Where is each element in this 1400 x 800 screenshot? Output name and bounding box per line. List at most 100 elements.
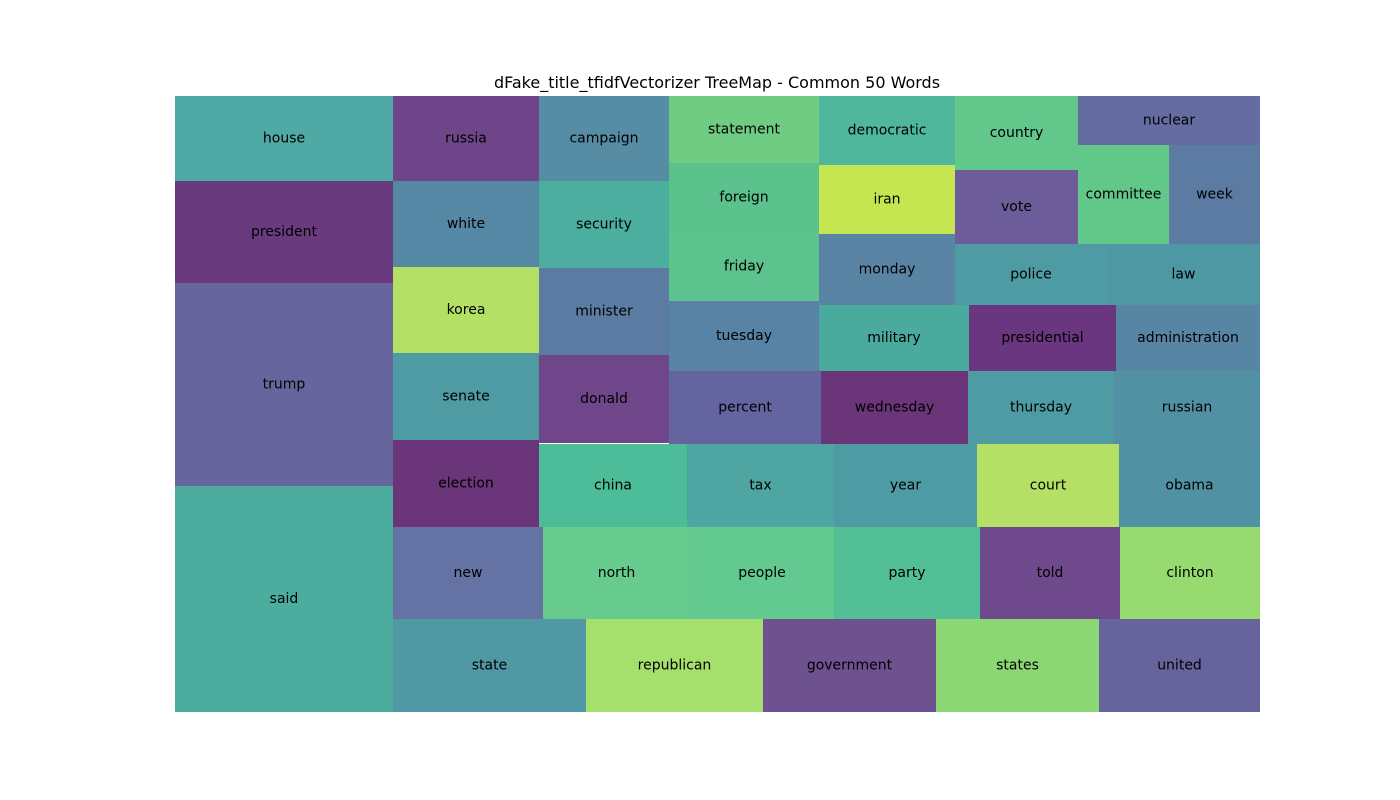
treemap-label-tax: tax	[749, 478, 771, 494]
treemap-label-tuesday: tuesday	[716, 328, 772, 344]
treemap-cell-democratic	[819, 96, 955, 165]
treemap-cell-state	[393, 619, 586, 712]
treemap-cell-thursday	[968, 371, 1114, 444]
treemap-label-trump: trump	[263, 377, 306, 393]
treemap-cell-foreign	[669, 163, 819, 232]
treemap-label-new: new	[454, 565, 483, 581]
treemap-label-donald: donald	[580, 391, 628, 407]
treemap-label-security: security	[576, 217, 632, 233]
treemap-label-senate: senate	[442, 389, 489, 405]
treemap-label-percent: percent	[718, 400, 772, 416]
treemap-cell-people	[690, 527, 834, 619]
treemap-label-foreign: foreign	[719, 190, 768, 206]
treemap-label-administration: administration	[1137, 330, 1239, 346]
treemap-label-obama: obama	[1165, 478, 1213, 494]
treemap-cell-russia	[393, 96, 539, 181]
treemap-label-year: year	[890, 478, 921, 494]
treemap-cells: house president trump said russia white korea s…	[175, 96, 1260, 712]
treemap-cell-security	[539, 181, 669, 268]
treemap-cell-obama	[1119, 444, 1260, 527]
treemap-label-campaign: campaign	[569, 131, 638, 147]
treemap-cell-north	[543, 527, 690, 619]
treemap-cell-iran	[819, 165, 955, 234]
treemap-label-russian: russian	[1162, 400, 1213, 416]
treemap-label-white: white	[447, 216, 485, 232]
treemap-label-committee: committee	[1086, 187, 1162, 203]
treemap-cell-senate	[393, 353, 539, 440]
treemap-cell-tax	[687, 444, 834, 527]
treemap-label-told: told	[1037, 565, 1064, 581]
treemap-cell-year	[834, 444, 977, 527]
treemap-cell-presidential	[969, 305, 1116, 371]
treemap-cell-police	[955, 244, 1107, 305]
treemap-cell-military	[819, 305, 969, 371]
treemap-label-monday: monday	[859, 262, 916, 278]
treemap-cell-white	[393, 181, 539, 267]
treemap-cell-election	[393, 440, 539, 527]
treemap-cell-percent	[669, 371, 821, 444]
treemap-cell-trump	[175, 283, 393, 486]
treemap-cell-house	[175, 96, 393, 181]
treemap-label-iran: iran	[873, 192, 900, 208]
treemap-cell-russian	[1114, 371, 1260, 444]
treemap-label-military: military	[867, 330, 920, 346]
treemap-label-election: election	[438, 476, 494, 492]
treemap-cell-administration	[1116, 305, 1260, 371]
treemap-cell-week	[1169, 145, 1260, 244]
treemap-cell-states	[936, 619, 1099, 712]
treemap-label-law: law	[1172, 267, 1196, 283]
treemap-cell-new	[393, 527, 543, 619]
treemap-label-minister: minister	[575, 304, 633, 320]
treemap-cell-donald	[539, 355, 669, 443]
treemap-cell-nuclear	[1078, 96, 1260, 145]
treemap-label-house: house	[263, 131, 305, 147]
treemap-label-vote: vote	[1001, 199, 1032, 215]
treemap-cell-friday	[669, 232, 819, 301]
treemap-label-republican: republican	[638, 658, 712, 674]
treemap-cell-minister	[539, 268, 669, 355]
treemap-cell-tuesday	[669, 301, 819, 371]
treemap-label-government: government	[807, 658, 893, 674]
treemap-cell-republican	[586, 619, 763, 712]
treemap-label-police: police	[1010, 267, 1052, 283]
treemap-cell-court	[977, 444, 1119, 527]
treemap-label-thursday: thursday	[1010, 400, 1072, 416]
treemap-label-china: china	[594, 478, 632, 494]
treemap-cell-clinton	[1120, 527, 1260, 619]
treemap-cell-china	[539, 444, 687, 527]
treemap-label-president: president	[251, 224, 318, 240]
treemap-label-united: united	[1157, 658, 1202, 674]
treemap-cell-said	[175, 486, 393, 712]
treemap-label-court: court	[1030, 478, 1067, 494]
treemap-label-statement: statement	[708, 122, 781, 138]
treemap-label-russia: russia	[445, 131, 487, 147]
treemap-label-korea: korea	[447, 302, 486, 318]
treemap-label-wednesday: wednesday	[855, 400, 934, 416]
treemap-cell-statement	[669, 96, 819, 163]
treemap-cell-committee	[1078, 145, 1169, 244]
treemap-label-states: states	[996, 658, 1039, 674]
treemap-cell-vote	[955, 170, 1078, 244]
treemap-cell-wednesday	[821, 371, 968, 444]
treemap-label-north: north	[598, 565, 636, 581]
treemap-label-country: country	[990, 125, 1044, 141]
treemap-cell-united	[1099, 619, 1260, 712]
treemap-label-state: state	[472, 658, 507, 674]
treemap-cell-law	[1107, 244, 1260, 305]
treemap-label-democratic: democratic	[848, 123, 927, 139]
treemap-label-week: week	[1196, 187, 1234, 203]
treemap-label-said: said	[270, 591, 299, 607]
treemap-cell-country	[955, 96, 1078, 170]
chart-title: dFake_title_tfidfVectorizer TreeMap - Co…	[494, 73, 940, 93]
treemap-label-nuclear: nuclear	[1143, 113, 1196, 129]
treemap-cell-president	[175, 181, 393, 283]
treemap-cell-korea	[393, 267, 539, 353]
treemap-label-party: party	[889, 565, 926, 581]
treemap-cell-campaign	[539, 96, 669, 181]
treemap-cell-told	[980, 527, 1120, 619]
treemap-label-friday: friday	[724, 259, 764, 275]
treemap-cell-monday	[819, 234, 955, 305]
treemap-cell-party	[834, 527, 980, 619]
treemap-label-clinton: clinton	[1166, 565, 1213, 581]
